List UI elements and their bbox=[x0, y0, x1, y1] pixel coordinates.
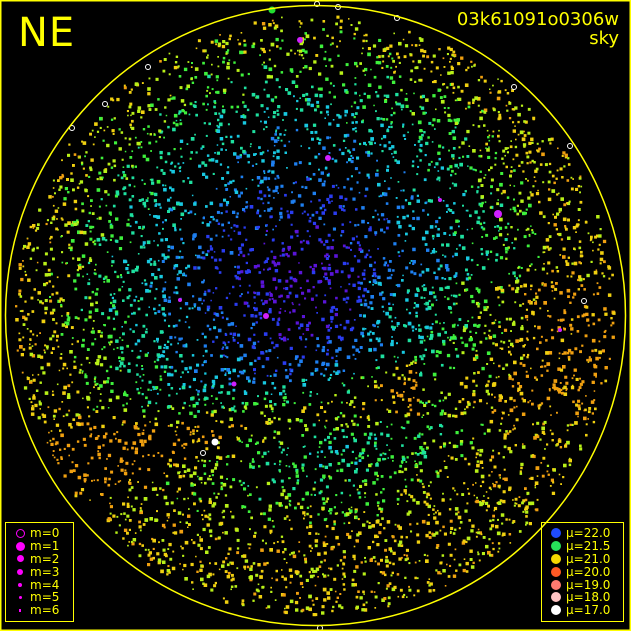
magnitude-legend-row: m=0 bbox=[12, 526, 73, 540]
brightness-legend-row: μ=17.0 bbox=[548, 603, 623, 617]
color-dot-icon bbox=[551, 553, 561, 564]
dot-icon bbox=[15, 541, 25, 551]
image-identifier: 03k61091o0306w sky bbox=[457, 10, 619, 48]
magnitude-legend: m=0 m=1 m=2 m=3 m=4 m=5 m=6 bbox=[5, 522, 74, 622]
brightness-legend-row: μ=18.0 bbox=[548, 590, 623, 604]
magnitude-legend-row: m=5 bbox=[12, 590, 73, 604]
dot-icon bbox=[18, 582, 22, 587]
horizon-circle bbox=[4, 4, 627, 627]
brightness-legend-row: μ=20.0 bbox=[548, 565, 623, 579]
sky-brightness-points bbox=[15, 15, 616, 617]
color-dot-icon bbox=[551, 566, 561, 577]
hollow-circle-icon bbox=[15, 528, 25, 538]
surface-brightness-legend: μ=22.0 μ=21.5 μ=21.0 μ=20.0 μ=19.0 μ=18.… bbox=[541, 522, 624, 622]
brightness-legend-row: μ=21.5 bbox=[548, 539, 623, 553]
dot-icon bbox=[18, 595, 22, 599]
color-dot-icon bbox=[551, 605, 561, 616]
brightness-legend-row: μ=19.0 bbox=[548, 578, 623, 592]
color-dot-icon bbox=[551, 592, 561, 603]
brightness-legend-row: μ=22.0 bbox=[548, 526, 623, 540]
image-type: sky bbox=[589, 28, 619, 49]
color-dot-icon bbox=[551, 579, 561, 590]
magnitude-legend-row: m=2 bbox=[12, 552, 73, 566]
magnitude-legend-row: m=3 bbox=[12, 565, 73, 579]
brightness-legend-row: μ=21.0 bbox=[548, 552, 623, 566]
orientation-label: NE bbox=[18, 10, 76, 56]
image-id: 03k61091o0306w bbox=[456, 9, 619, 30]
dot-icon bbox=[19, 608, 21, 612]
dot-icon bbox=[16, 555, 24, 563]
bright-stars bbox=[69, 1, 587, 631]
dot-icon bbox=[17, 568, 23, 575]
magnitude-legend-row: m=4 bbox=[12, 578, 73, 592]
magnitude-legend-row: m=1 bbox=[12, 539, 73, 553]
magnitude-legend-row: m=6 bbox=[12, 603, 73, 617]
color-dot-icon bbox=[551, 528, 561, 539]
color-dot-icon bbox=[551, 541, 561, 552]
